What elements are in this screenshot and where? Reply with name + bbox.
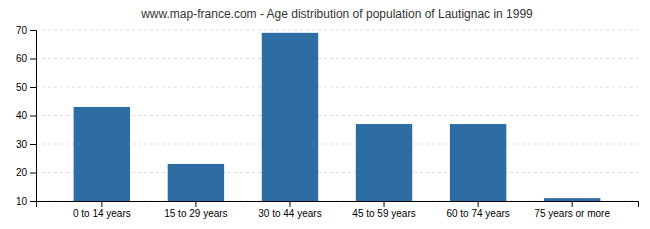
x-tick-mark <box>289 201 290 207</box>
y-tick-mark <box>30 144 36 145</box>
y-tick-mark <box>30 201 36 202</box>
y-tick-mark <box>30 59 36 60</box>
y-tick-label: 30 <box>16 139 28 150</box>
x-tick-mark <box>478 201 479 207</box>
bar <box>262 33 318 201</box>
y-tick: 30 <box>16 139 36 150</box>
bar <box>544 198 600 201</box>
x-axis-line <box>37 202 639 208</box>
x-tick-mark <box>195 201 196 207</box>
y-tick-mark <box>30 87 36 88</box>
grid-line <box>36 58 638 59</box>
x-tick: 75 years or more <box>534 201 610 219</box>
y-tick-label: 10 <box>16 196 28 207</box>
y-tick: 40 <box>16 110 36 121</box>
y-tick-label: 70 <box>16 25 28 36</box>
x-tick: 0 to 14 years <box>73 201 131 219</box>
y-tick: 50 <box>16 82 36 93</box>
y-tick-mark <box>30 173 36 174</box>
chart: 0 to 14 years 15 to 29 years 30 to 44 year… <box>0 0 650 229</box>
bar <box>168 164 224 201</box>
y-axis-line <box>30 31 37 202</box>
y-tick-label: 20 <box>16 167 28 178</box>
x-tick-label: 15 to 29 years <box>164 208 227 219</box>
bar <box>356 124 412 201</box>
grid-line <box>36 30 638 31</box>
title: www.map-france.com - Age distribution of… <box>140 7 533 21</box>
y-tick: 20 <box>16 167 36 178</box>
bar <box>450 124 506 201</box>
x-tick: 45 to 59 years <box>352 201 415 219</box>
y-tick: 70 <box>16 25 36 36</box>
x-tick-mark <box>384 201 385 207</box>
y-axis: 10 20 30 40 50 60 70 <box>16 25 37 207</box>
x-tick: 60 to 74 years <box>446 201 509 219</box>
x-tick-label: 75 years or more <box>534 208 610 219</box>
x-tick-label: 45 to 59 years <box>352 208 415 219</box>
grid-line <box>36 87 638 88</box>
y-tick-mark <box>30 30 36 31</box>
x-tick-mark <box>101 201 102 207</box>
y-tick: 10 <box>16 196 36 207</box>
x-tick-label: 60 to 74 years <box>446 208 509 219</box>
plot-area: 0 to 14 years 15 to 29 years 30 to 44 year… <box>16 25 639 229</box>
bar <box>74 107 130 201</box>
y-tick: 60 <box>16 53 36 64</box>
y-tick-label: 50 <box>16 82 28 93</box>
x-axis: 0 to 14 years 15 to 29 years 30 to 44 year… <box>37 201 639 219</box>
y-tick-label: 60 <box>16 53 28 64</box>
x-tick: 30 to 44 years <box>258 201 321 219</box>
x-tick-label: 30 to 44 years <box>258 208 321 219</box>
y-tick-mark <box>30 116 36 117</box>
x-tick-mark <box>572 201 573 207</box>
bars <box>74 33 601 201</box>
x-tick-label: 0 to 14 years <box>73 208 131 219</box>
x-tick: 15 to 29 years <box>164 201 227 219</box>
y-tick-label: 40 <box>16 110 28 121</box>
